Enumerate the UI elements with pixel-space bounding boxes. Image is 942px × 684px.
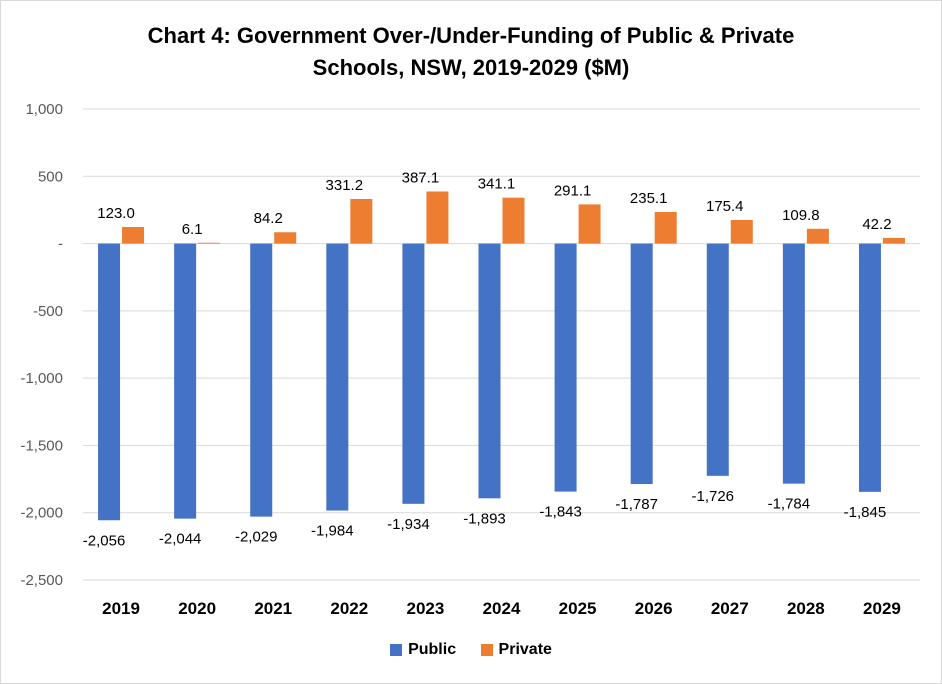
x-tick-label: 2022 <box>330 599 368 618</box>
x-tick-label: 2029 <box>863 599 901 618</box>
bar-public <box>782 243 805 484</box>
legend-label-public: Public <box>408 641 457 658</box>
bar-public <box>98 243 121 521</box>
data-label-private: 42.2 <box>862 216 891 233</box>
y-tick-label: -1,000 <box>20 370 63 387</box>
data-label-private: 291.1 <box>554 182 592 199</box>
x-tick-label: 2026 <box>635 599 673 618</box>
y-tick-label: - <box>58 236 63 253</box>
x-tick-label: 2025 <box>559 599 597 618</box>
x-tick-label: 2028 <box>787 599 825 618</box>
bar-private <box>426 191 449 244</box>
chart-legend: Public Private <box>0 641 942 661</box>
bar-private <box>806 228 829 244</box>
legend-item-private: Private <box>480 641 552 659</box>
y-tick-label: 1,000 <box>25 101 63 118</box>
x-tick-label: 2019 <box>102 599 140 618</box>
x-tick-label: 2021 <box>254 599 292 618</box>
x-tick-label: 2024 <box>483 599 521 618</box>
bar-public <box>402 243 425 504</box>
x-tick-label: 2020 <box>178 599 216 618</box>
bar-public <box>706 243 729 476</box>
y-tick-label: 500 <box>38 168 63 185</box>
x-tick-label: 2027 <box>711 599 749 618</box>
bar-private <box>350 199 373 244</box>
data-label-private: 341.1 <box>478 176 516 193</box>
data-label-private: 6.1 <box>182 221 203 238</box>
data-label-private: 175.4 <box>706 198 744 215</box>
legend-swatch-private <box>480 644 493 656</box>
x-tick-label: 2023 <box>406 599 444 618</box>
bar-public <box>478 243 501 499</box>
data-label-public: -1,787 <box>615 496 658 513</box>
data-label-public: -1,934 <box>387 516 430 533</box>
bar-private <box>502 197 525 244</box>
bar-public <box>858 243 881 492</box>
data-label-public: -1,845 <box>844 504 887 521</box>
data-label-private: 123.0 <box>97 205 135 222</box>
data-label-private: 109.8 <box>782 207 820 224</box>
legend-swatch-public <box>390 644 403 656</box>
data-label-public: -1,843 <box>539 504 582 521</box>
bar-public <box>250 243 273 517</box>
data-label-public: -2,029 <box>235 529 278 546</box>
legend-item-public: Public <box>390 641 456 659</box>
data-label-public: -2,056 <box>83 532 126 549</box>
data-label-private: 331.2 <box>326 177 364 194</box>
data-label-public: -1,726 <box>691 488 734 505</box>
y-tick-label: -1,500 <box>20 437 63 454</box>
y-tick-label: -500 <box>33 303 63 320</box>
bar-private <box>654 211 677 244</box>
bar-private <box>274 232 297 244</box>
data-label-public: -1,984 <box>311 523 354 540</box>
legend-label-private: Private <box>498 641 552 658</box>
bar-public <box>630 243 653 485</box>
chart-title-line-2: Schools, NSW, 2019-2029 ($M) <box>312 55 630 80</box>
bar-public <box>174 243 197 519</box>
bar-private <box>198 242 221 244</box>
bar-private <box>730 219 753 244</box>
data-label-public: -1,893 <box>463 510 506 527</box>
bar-public <box>554 243 577 492</box>
data-label-private: 84.2 <box>254 210 283 227</box>
chart-title-line-1: Chart 4: Government Over-/Under-Funding … <box>147 23 795 48</box>
data-label-private: 387.1 <box>402 169 440 186</box>
bar-private <box>882 237 905 244</box>
data-label-private: 235.1 <box>630 190 668 207</box>
bar-private <box>578 204 601 244</box>
y-tick-label: -2,000 <box>20 505 63 522</box>
data-label-public: -1,784 <box>768 496 811 513</box>
bar-public <box>326 243 349 511</box>
y-tick-label: -2,500 <box>20 572 63 589</box>
chart-title: Chart 4: Government Over-/Under-Funding … <box>0 20 942 84</box>
data-label-public: -2,044 <box>159 531 202 548</box>
bar-private <box>122 227 145 244</box>
